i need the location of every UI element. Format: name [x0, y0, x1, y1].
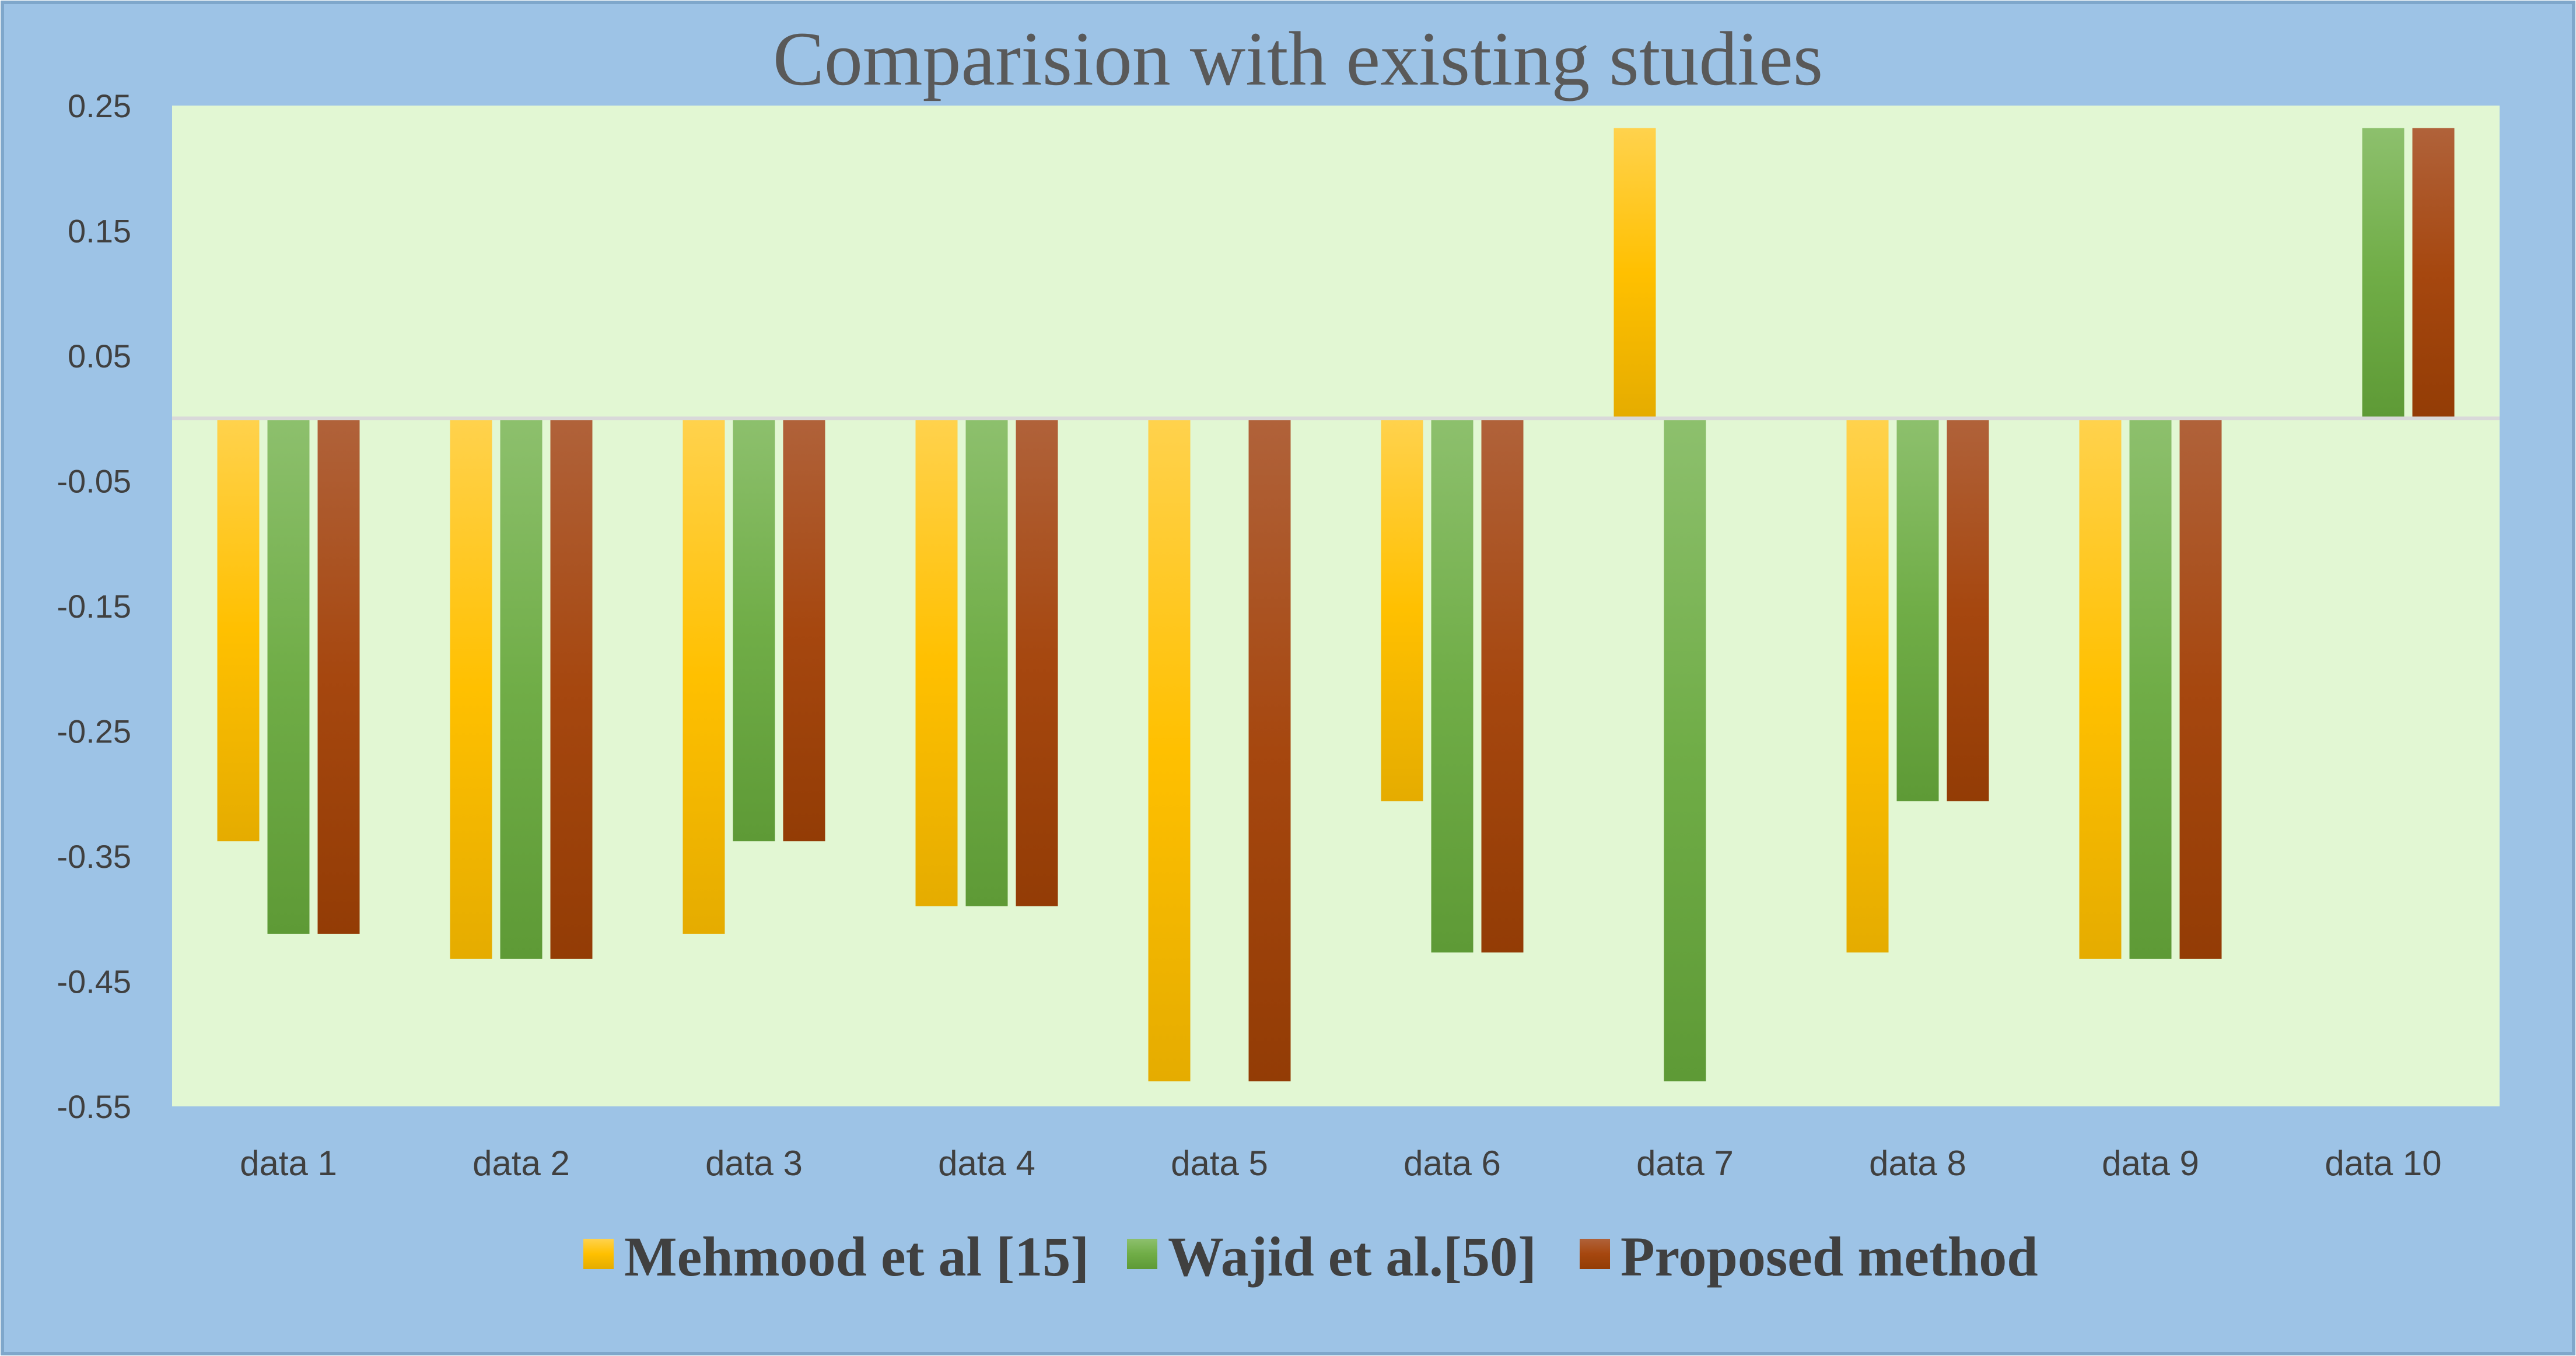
- x-tick-label: data 1: [240, 1144, 337, 1183]
- legend: Mehmood et al [15] Wajid et al.[50] Prop…: [583, 1225, 2038, 1288]
- y-tick-label: -0.15: [57, 588, 131, 625]
- bar: [733, 418, 775, 842]
- legend-label-wajid: Wajid et al.[50]: [1168, 1225, 1536, 1288]
- x-tick-label: data 10: [2325, 1144, 2441, 1183]
- bar: [682, 418, 725, 934]
- bar: [915, 418, 958, 906]
- y-tick-label: -0.45: [57, 963, 131, 1000]
- bar: [1664, 418, 1706, 1082]
- bar: [1016, 418, 1058, 906]
- legend-swatch-wajid: [1127, 1239, 1157, 1269]
- bar: [217, 418, 260, 842]
- bar: [2362, 128, 2404, 419]
- bar: [317, 418, 360, 934]
- bars: [217, 128, 2455, 1082]
- legend-swatch-proposed: [1580, 1239, 1610, 1269]
- x-tick-label: data 2: [473, 1144, 570, 1183]
- y-tick-label: -0.05: [57, 463, 131, 500]
- chart-title: Comparision with existing studies: [773, 16, 1823, 101]
- bar: [1614, 128, 1656, 419]
- bar: [1947, 418, 1989, 801]
- y-tick-label: -0.25: [57, 713, 131, 750]
- bar: [2129, 418, 2172, 959]
- bar: [2179, 418, 2222, 959]
- x-axis-labels: data 1 data 2 data 3 data 4 data 5 data 6 data…: [240, 1144, 2442, 1183]
- bar: [1431, 418, 1474, 953]
- x-tick-label: data 8: [1869, 1144, 1966, 1183]
- x-tick-label: data 5: [1171, 1144, 1268, 1183]
- x-tick-label: data 9: [2102, 1144, 2199, 1183]
- bar: [1896, 418, 1939, 801]
- legend-label-proposed: Proposed method: [1620, 1225, 2038, 1288]
- legend-label-mehmood: Mehmood et al [15]: [624, 1225, 1089, 1288]
- bar: [1846, 418, 1889, 953]
- legend-swatch-mehmood: [583, 1239, 614, 1269]
- bar: [1481, 418, 1524, 953]
- bar: [1148, 418, 1191, 1082]
- bar: [783, 418, 825, 842]
- x-tick-label: data 3: [705, 1144, 803, 1183]
- bar: [267, 418, 310, 934]
- bar: [550, 418, 593, 959]
- x-tick-label: data 6: [1404, 1144, 1501, 1183]
- x-tick-label: data 7: [1636, 1144, 1734, 1183]
- bar: [450, 418, 492, 959]
- x-tick-label: data 4: [938, 1144, 1035, 1183]
- bar: [2412, 128, 2455, 419]
- bar: [500, 418, 542, 959]
- bar: [965, 418, 1008, 906]
- y-tick-label: -0.35: [57, 838, 131, 875]
- y-tick-label: 0.25: [68, 87, 131, 124]
- y-tick-label: -0.55: [57, 1088, 131, 1125]
- y-tick-label: 0.15: [68, 213, 131, 250]
- y-tick-label: 0.05: [68, 338, 131, 374]
- bar: [2079, 418, 2122, 959]
- bar: [1248, 418, 1291, 1082]
- y-axis-ticks: 0.25 0.15 0.05 -0.05 -0.15 -0.25 -0.35 -0.45 -0.…: [57, 87, 131, 1125]
- bar: [1381, 418, 1423, 801]
